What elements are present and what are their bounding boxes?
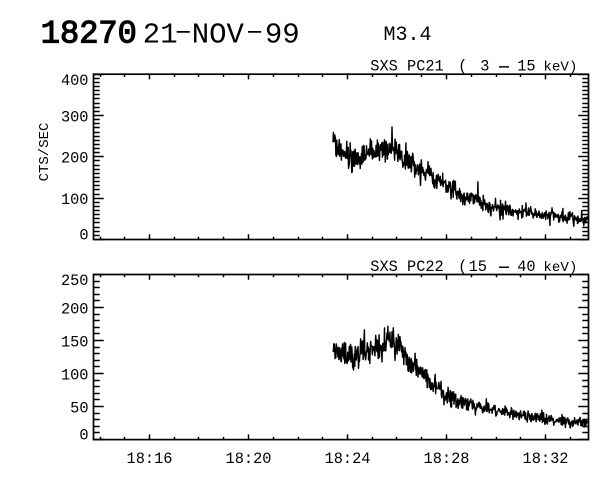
svg-text:18:16: 18:16: [127, 450, 173, 468]
svg-text:keV): keV): [543, 60, 577, 76]
svg-text:18270: 18270: [41, 16, 137, 53]
svg-text:(: (: [458, 258, 467, 276]
svg-text:0: 0: [79, 426, 88, 444]
svg-text:SXS PC21: SXS PC21: [370, 58, 443, 76]
svg-text:150: 150: [61, 333, 89, 351]
svg-text:keV): keV): [543, 260, 577, 276]
svg-text:3: 3: [480, 58, 489, 76]
svg-text:18:32: 18:32: [523, 450, 569, 468]
svg-text:15: 15: [517, 58, 535, 76]
svg-text:200: 200: [61, 300, 89, 318]
svg-text:40: 40: [517, 258, 535, 276]
svg-text:300: 300: [61, 108, 89, 126]
svg-text:50: 50: [70, 399, 88, 417]
svg-text:250: 250: [61, 272, 89, 290]
svg-text:(: (: [458, 58, 467, 76]
svg-text:18:20: 18:20: [226, 450, 272, 468]
svg-text:CTS/SEC: CTS/SEC: [37, 123, 53, 182]
svg-text:100: 100: [61, 191, 89, 209]
svg-text:200: 200: [61, 150, 89, 168]
svg-text:400: 400: [61, 72, 89, 90]
svg-text:100: 100: [61, 366, 89, 384]
svg-text:18:24: 18:24: [325, 450, 371, 468]
svg-text:18:28: 18:28: [424, 450, 470, 468]
svg-text:15: 15: [469, 258, 487, 276]
svg-text:M3.4: M3.4: [384, 24, 432, 47]
svg-text:0: 0: [79, 226, 88, 244]
svg-text:21: 21: [143, 19, 178, 52]
svg-text:99: 99: [265, 19, 300, 52]
svg-text:SXS PC22: SXS PC22: [370, 258, 443, 276]
svg-text:NOV: NOV: [192, 19, 245, 52]
